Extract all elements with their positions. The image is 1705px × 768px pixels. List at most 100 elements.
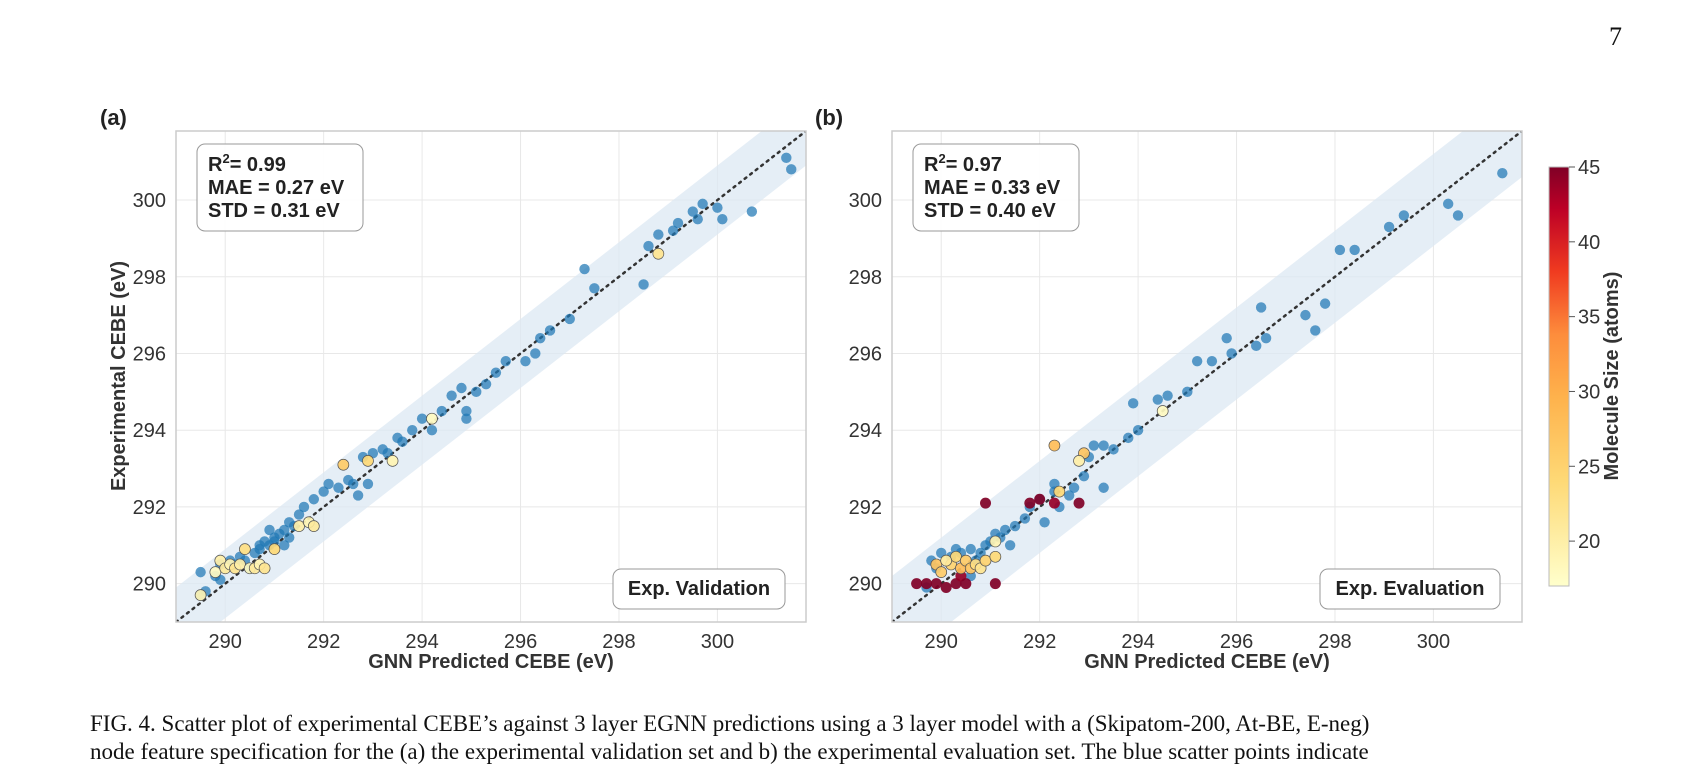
data-point (589, 283, 600, 294)
data-point (1088, 440, 1099, 451)
corner-label-box: Exp. Validation (612, 568, 786, 610)
corner-label: Exp. Validation (628, 578, 770, 600)
data-point-colored (935, 566, 948, 578)
data-point (362, 478, 374, 490)
x-axis-label: GNN Predicted CEBE (eV) (1084, 651, 1330, 673)
corner-label: Exp. Evaluation (1336, 578, 1485, 600)
r2-label: R2= 0.97 (924, 151, 1002, 176)
data-point (347, 478, 359, 490)
data-point (1108, 444, 1119, 455)
data-point (564, 313, 575, 325)
data-point (308, 494, 320, 505)
data-point (1063, 490, 1075, 501)
data-point-colored (362, 455, 374, 467)
x-tick-label: 290 (209, 631, 242, 653)
y-tick-label: 300 (133, 190, 166, 212)
data-point (293, 509, 305, 520)
data-point (195, 566, 206, 578)
data-point (298, 501, 310, 513)
data-point (530, 348, 541, 359)
data-point-colored (1073, 455, 1085, 467)
y-axis-label: Experimental CEBE (eV) (108, 261, 130, 491)
data-point (697, 198, 708, 210)
colorbar-tick-label: 45 (1578, 157, 1600, 179)
data-point (284, 532, 295, 543)
x-tick-label: 294 (1121, 631, 1154, 653)
data-point (1255, 302, 1267, 313)
y-tick-labels-b: 290 292 294 296 298 300 (849, 190, 882, 596)
data-point (672, 217, 684, 229)
page-number: 7 (1609, 22, 1622, 51)
data-point (746, 206, 758, 217)
data-point (692, 214, 703, 225)
data-point (279, 524, 290, 536)
y-tick-label: 300 (849, 190, 882, 212)
y-tick-label: 294 (133, 420, 166, 442)
data-point (1383, 221, 1395, 233)
data-point (1334, 244, 1346, 256)
data-point-colored (911, 578, 923, 590)
data-point-colored (1156, 405, 1169, 417)
x-tick-label: 298 (602, 631, 635, 653)
scatter-panel-a: (a) 290 292 294 296 298 300 290 292 294 296 298 30… (100, 105, 807, 673)
data-point (264, 524, 275, 536)
data-point (490, 367, 502, 378)
data-point (1206, 355, 1218, 367)
data-point (643, 240, 654, 252)
x-tick-label: 292 (1023, 631, 1056, 653)
x-tick-label: 292 (307, 631, 340, 653)
x-tick-label: 294 (405, 631, 438, 653)
data-point (1319, 298, 1331, 309)
data-point (520, 355, 531, 367)
data-point (1098, 440, 1109, 451)
plot-frame-b (891, 130, 1523, 623)
figure-caption: FIG. 4. Scatter plot of experimental CEB… (90, 710, 1620, 768)
x-tick-label: 296 (1220, 631, 1253, 653)
colored-points-b (911, 405, 1169, 593)
y-tick-label: 290 (849, 574, 882, 596)
data-point (544, 325, 556, 336)
mae-label: MAE = 0.27 eV (208, 177, 345, 199)
colorbar-tick-labels: 20 25 30 35 40 45 (1569, 157, 1600, 553)
data-point (1300, 309, 1311, 321)
data-point (1260, 332, 1272, 344)
data-point (333, 482, 344, 493)
data-point (1226, 348, 1237, 359)
data-point (687, 206, 698, 217)
data-point (781, 152, 792, 164)
data-point (352, 490, 364, 501)
colorbar: 20 25 30 35 40 45 Molecule Size (atoms) (1548, 157, 1623, 587)
data-point (1152, 394, 1163, 405)
x-tick-label: 296 (504, 631, 537, 653)
x-tick-label: 290 (925, 631, 958, 653)
data-point (1310, 325, 1321, 336)
data-point (500, 355, 511, 367)
data-point (397, 436, 408, 447)
data-point-colored (980, 497, 992, 509)
data-point-colored (979, 554, 992, 567)
data-point (1182, 386, 1193, 398)
data-point-colored (307, 520, 320, 532)
stats-box: R2= 0.99 MAE = 0.27 eV STD = 0.31 eV (196, 143, 364, 232)
data-point (965, 543, 976, 555)
data-point (1132, 425, 1144, 436)
y-tick-labels-a: 290 292 294 296 298 300 (133, 190, 166, 596)
y-tick-label: 290 (133, 574, 166, 596)
panel-label: (a) (100, 105, 127, 130)
data-point (1068, 482, 1080, 493)
std-label: STD = 0.40 eV (924, 200, 1056, 222)
data-point-colored (337, 458, 350, 471)
data-point-colored (950, 550, 962, 563)
data-point-colored (1048, 439, 1061, 452)
data-point (1004, 540, 1016, 551)
colorbar-tick-label: 20 (1578, 531, 1600, 553)
y-tick-label: 296 (849, 343, 882, 365)
data-point (1009, 520, 1021, 532)
colorbar-label: Molecule Size (atoms) (1601, 272, 1623, 481)
data-point-colored (268, 543, 281, 555)
data-point (416, 413, 428, 424)
data-point (579, 263, 590, 275)
colorbar-tick-label: 40 (1578, 232, 1600, 254)
data-point (480, 378, 492, 390)
data-point (1251, 340, 1262, 352)
